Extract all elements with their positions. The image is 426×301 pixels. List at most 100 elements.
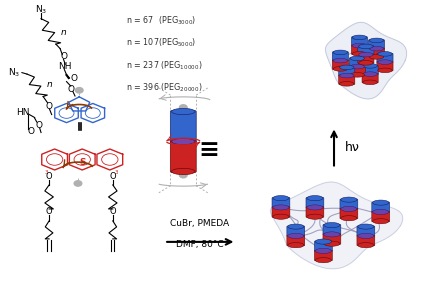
FancyBboxPatch shape: [351, 45, 368, 54]
Text: NH: NH: [58, 62, 71, 71]
FancyBboxPatch shape: [351, 37, 368, 46]
Ellipse shape: [350, 64, 365, 69]
Text: CuBr, PMEDA: CuBr, PMEDA: [170, 219, 229, 228]
Ellipse shape: [273, 214, 289, 219]
Polygon shape: [270, 182, 403, 269]
Text: n: n: [47, 80, 52, 89]
Circle shape: [74, 181, 82, 186]
Text: n = 237 (PEG$_{10000}$): n = 237 (PEG$_{10000}$): [126, 59, 202, 72]
Ellipse shape: [333, 50, 348, 55]
Ellipse shape: [172, 108, 195, 115]
FancyBboxPatch shape: [358, 46, 374, 55]
FancyBboxPatch shape: [306, 197, 324, 208]
Ellipse shape: [378, 60, 392, 64]
Ellipse shape: [352, 51, 367, 56]
Circle shape: [179, 105, 187, 110]
FancyBboxPatch shape: [323, 225, 341, 235]
Ellipse shape: [172, 138, 195, 145]
FancyBboxPatch shape: [349, 66, 366, 76]
Ellipse shape: [358, 243, 374, 248]
Ellipse shape: [307, 196, 323, 201]
FancyBboxPatch shape: [332, 60, 348, 70]
FancyBboxPatch shape: [314, 241, 332, 251]
Text: O: O: [46, 207, 52, 216]
Ellipse shape: [341, 206, 357, 212]
Text: $_3$: $_3$: [43, 169, 49, 178]
Ellipse shape: [358, 233, 374, 238]
FancyBboxPatch shape: [340, 199, 358, 209]
FancyBboxPatch shape: [306, 207, 324, 217]
Ellipse shape: [324, 241, 340, 246]
Ellipse shape: [324, 222, 340, 228]
Ellipse shape: [315, 239, 331, 244]
Ellipse shape: [378, 68, 392, 73]
Ellipse shape: [358, 224, 374, 229]
Ellipse shape: [333, 67, 348, 71]
FancyBboxPatch shape: [287, 226, 305, 237]
FancyBboxPatch shape: [332, 52, 348, 61]
Ellipse shape: [359, 44, 373, 49]
Text: S: S: [79, 158, 86, 167]
Ellipse shape: [359, 61, 373, 65]
Ellipse shape: [373, 209, 389, 215]
Text: O: O: [46, 172, 52, 182]
Ellipse shape: [324, 232, 340, 237]
Ellipse shape: [341, 216, 357, 221]
FancyBboxPatch shape: [170, 141, 196, 172]
FancyBboxPatch shape: [372, 202, 390, 213]
Ellipse shape: [363, 64, 377, 68]
FancyBboxPatch shape: [272, 197, 290, 208]
Ellipse shape: [373, 219, 389, 224]
FancyBboxPatch shape: [362, 73, 378, 83]
FancyBboxPatch shape: [377, 53, 393, 63]
Ellipse shape: [273, 196, 289, 201]
FancyBboxPatch shape: [314, 250, 332, 261]
Ellipse shape: [340, 65, 354, 70]
Ellipse shape: [315, 248, 331, 253]
Ellipse shape: [363, 72, 377, 76]
Text: O: O: [45, 102, 52, 111]
FancyBboxPatch shape: [287, 235, 305, 246]
Ellipse shape: [288, 243, 304, 248]
FancyBboxPatch shape: [372, 211, 390, 222]
Text: HN: HN: [16, 108, 29, 117]
FancyBboxPatch shape: [357, 226, 375, 237]
FancyBboxPatch shape: [377, 61, 393, 71]
Ellipse shape: [369, 46, 384, 51]
Text: $_3$: $_3$: [115, 169, 120, 178]
Text: n = 107(PEG$_{5000}$): n = 107(PEG$_{5000}$): [126, 37, 196, 49]
FancyBboxPatch shape: [349, 58, 366, 67]
Ellipse shape: [340, 73, 354, 78]
Text: O: O: [109, 207, 116, 216]
FancyBboxPatch shape: [368, 48, 385, 57]
Text: O: O: [35, 121, 43, 130]
Ellipse shape: [315, 258, 331, 263]
FancyBboxPatch shape: [170, 111, 196, 142]
Text: N$_3$: N$_3$: [35, 3, 47, 16]
Ellipse shape: [340, 82, 354, 86]
Circle shape: [179, 172, 187, 178]
FancyBboxPatch shape: [358, 54, 374, 64]
Ellipse shape: [333, 58, 348, 63]
Text: n = 67  (PEG$_{3000}$): n = 67 (PEG$_{3000}$): [126, 14, 196, 27]
Text: ≡: ≡: [198, 138, 219, 163]
Text: O: O: [70, 74, 78, 83]
Text: hν: hν: [345, 141, 360, 154]
Polygon shape: [325, 22, 407, 99]
Text: N$_3$: N$_3$: [8, 66, 20, 79]
Ellipse shape: [288, 233, 304, 238]
FancyBboxPatch shape: [323, 234, 341, 244]
Ellipse shape: [369, 38, 384, 43]
Ellipse shape: [352, 43, 367, 48]
Text: O: O: [109, 172, 116, 182]
Ellipse shape: [378, 51, 392, 56]
Ellipse shape: [307, 214, 323, 219]
FancyBboxPatch shape: [339, 67, 355, 76]
Ellipse shape: [172, 168, 195, 175]
Ellipse shape: [352, 35, 367, 40]
Text: O: O: [67, 85, 74, 94]
FancyBboxPatch shape: [272, 207, 290, 217]
Ellipse shape: [350, 56, 365, 61]
Ellipse shape: [350, 73, 365, 77]
Ellipse shape: [341, 197, 357, 202]
